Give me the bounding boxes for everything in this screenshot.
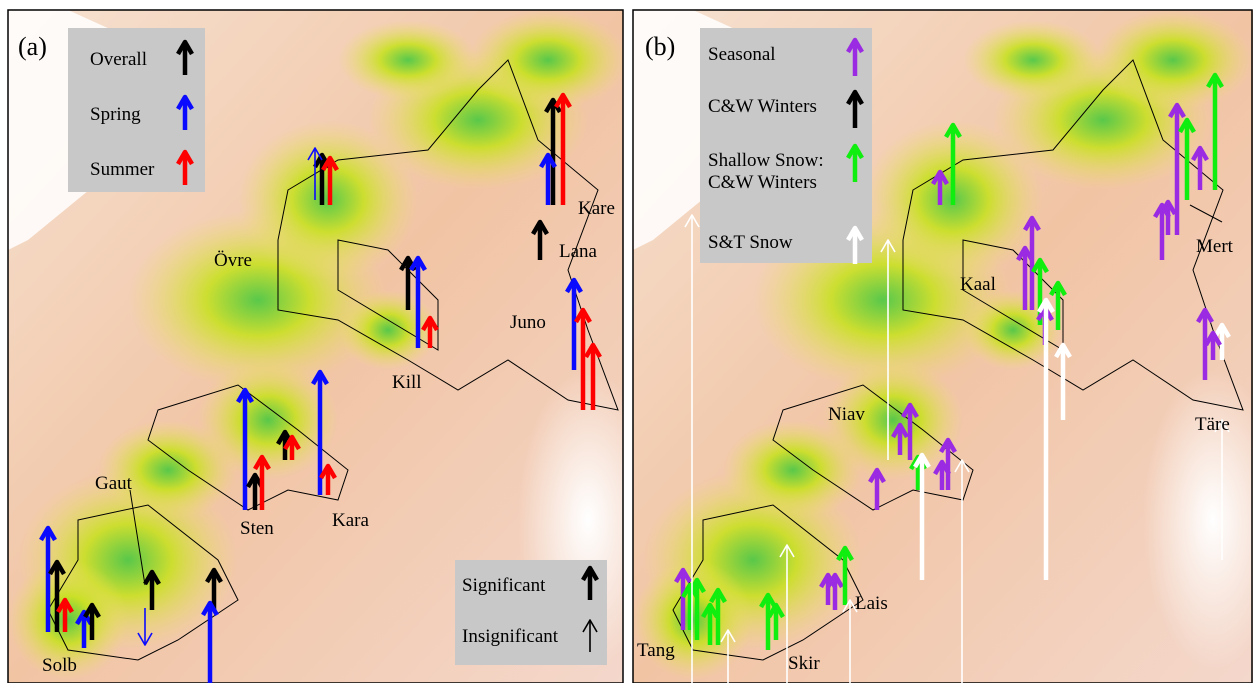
legend-label: Significant bbox=[462, 575, 545, 597]
place-label: Övre bbox=[214, 250, 252, 272]
legend-label: Overall bbox=[90, 49, 147, 71]
place-label: Solb bbox=[42, 655, 77, 677]
page: {"panels":[ {"label":"(a)", "legend":[{"… bbox=[0, 0, 1253, 683]
place-label: Sten bbox=[240, 518, 274, 540]
place-label: Mert bbox=[1196, 236, 1233, 258]
place-label: Kara bbox=[332, 510, 369, 532]
place-label: Kill bbox=[392, 372, 422, 394]
place-label: Gaut bbox=[95, 473, 132, 495]
legend-label: Spring bbox=[90, 104, 141, 126]
legend-label: Summer bbox=[90, 159, 154, 181]
highland bbox=[338, 20, 478, 100]
panel-label: (b) bbox=[645, 36, 675, 58]
legend-label: Shallow Snow: C&W Winters bbox=[708, 150, 838, 194]
highland bbox=[468, 10, 628, 110]
place-label: Skir bbox=[788, 653, 820, 675]
figure: (a) (b) Overall Spring Summer Significant Insi… bbox=[0, 0, 1253, 683]
place-label: Niav bbox=[828, 404, 865, 426]
place-label: Tang bbox=[637, 640, 675, 662]
legend-label: Insignificant bbox=[462, 626, 558, 648]
place-label: Kaal bbox=[960, 274, 996, 296]
panel-label: (a) bbox=[18, 36, 47, 58]
place-label: Täre bbox=[1195, 414, 1230, 436]
map-canvas bbox=[0, 0, 1253, 683]
legend-label: Seasonal bbox=[708, 44, 776, 66]
highland bbox=[633, 560, 753, 680]
body: (a) (b) Overall Spring Summer Significant Insi… bbox=[0, 0, 1253, 683]
highland bbox=[723, 420, 863, 520]
place-label: Kare bbox=[578, 198, 615, 220]
legend-label: S&T Snow bbox=[708, 232, 793, 254]
highland bbox=[963, 20, 1103, 100]
legend-label: C&W Winters bbox=[708, 96, 817, 118]
place-label: Juno bbox=[510, 312, 546, 334]
highland bbox=[1093, 10, 1253, 110]
highland bbox=[98, 420, 238, 520]
place-label: Lana bbox=[559, 241, 597, 263]
place-label: Lais bbox=[855, 593, 888, 615]
